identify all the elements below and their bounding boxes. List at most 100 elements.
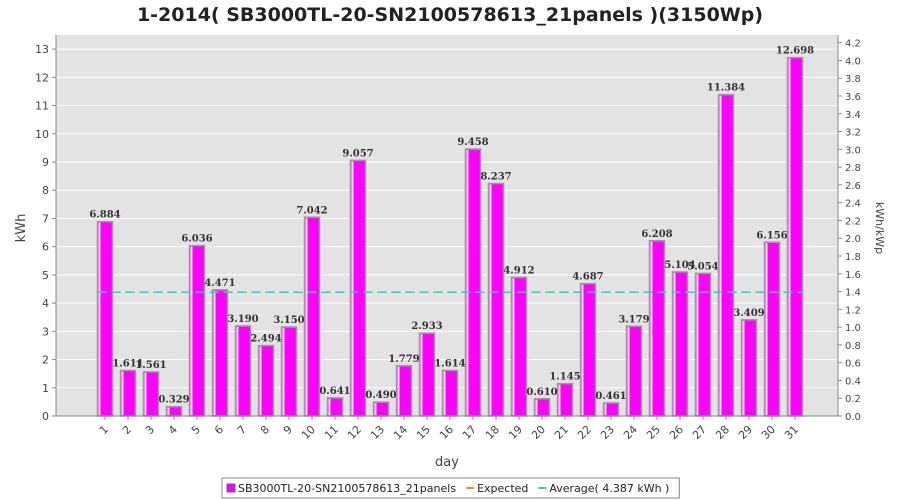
x-tick-label: 11	[322, 423, 341, 442]
bar-highlight	[558, 384, 561, 415]
bar-value-label: 6.036	[181, 234, 212, 245]
x-tick-label: 6	[212, 423, 226, 437]
bar-highlight	[213, 290, 216, 415]
bar-highlight	[236, 326, 239, 415]
bar-value-label: 0.490	[365, 390, 396, 401]
y2-tick-label: 4.2	[845, 39, 861, 50]
bar-highlight	[627, 327, 630, 415]
y-tick-label: 5	[42, 269, 49, 282]
y-tick-label: 11	[35, 100, 49, 113]
y2-tick-label: 1.0	[845, 323, 861, 334]
y-tick-label: 2	[42, 354, 49, 367]
x-tick-label: 24	[621, 423, 640, 442]
y-tick-label: 7	[42, 212, 49, 225]
bar-value-label: 3.150	[273, 315, 304, 326]
x-tick-label: 18	[483, 423, 502, 442]
y-tick-label: 0	[42, 410, 49, 423]
y2-tick-label: 0.2	[845, 394, 861, 405]
bar-value-label: 4.912	[503, 265, 534, 276]
bar-value-label: 3.190	[227, 314, 258, 325]
y2-tick-label: 3.4	[845, 110, 861, 121]
bar-highlight	[581, 284, 584, 415]
bar-highlight	[489, 184, 492, 415]
legend-item-label: Expected	[477, 482, 528, 495]
x-tick-label: 7	[235, 423, 249, 437]
y2-tick-label: 1.8	[845, 252, 861, 263]
bar-highlight	[328, 398, 331, 415]
y-tick-label: 4	[42, 297, 49, 310]
y2-tick-label: 2.4	[845, 199, 861, 210]
y-tick-label: 12	[35, 71, 49, 84]
bar-value-label: 0.329	[158, 395, 189, 406]
y2-tick-label: 0.8	[845, 341, 861, 352]
y2-tick-label: 1.4	[845, 288, 861, 299]
bar-value-label: 6.156	[756, 230, 787, 241]
x-tick-label: 14	[391, 423, 410, 442]
y2-tick-label: 3.0	[845, 145, 861, 156]
bar-highlight	[121, 371, 124, 415]
y2-tick-label: 3.2	[845, 128, 861, 139]
y-tick-label: 10	[35, 128, 49, 141]
x-tick-label: 5	[189, 423, 203, 437]
legend-frame	[221, 477, 680, 499]
bar-value-label: 2.494	[250, 334, 281, 345]
bar-highlight	[650, 241, 653, 415]
x-axis: 1 2 3 4 5 6 7 8 9 10 11 12 13 14 15 16 17 18 19 20 21 22 23 24 2…	[56, 415, 838, 442]
bar-highlight	[719, 95, 722, 415]
bar-value-label: 5.104	[664, 260, 695, 271]
bar-highlight	[420, 334, 423, 415]
bar-highlight	[167, 407, 170, 415]
bar-value-label: 4.687	[572, 272, 603, 283]
x-tick-label: 28	[713, 423, 732, 442]
legend: SB3000TL-20-SN2100578613_21panels Expecte…	[221, 477, 680, 499]
bar-value-label: 6.884	[89, 210, 120, 221]
bar-highlight	[765, 243, 768, 415]
x-axis-label: day	[435, 455, 459, 470]
x-tick-label: 23	[598, 423, 617, 442]
y-tick-label: 9	[42, 156, 49, 169]
bar-highlight	[742, 320, 745, 415]
bar-highlight	[466, 150, 469, 415]
x-tick-label: 13	[368, 423, 387, 442]
bar-value-label: 8.237	[480, 172, 511, 183]
x-tick-label: 9	[281, 423, 295, 437]
bar-highlight	[673, 272, 676, 415]
y2-tick-label: 1.6	[845, 270, 861, 281]
bar-highlight	[512, 278, 515, 415]
bar-value-label: 3.179	[618, 314, 649, 325]
bar-value-label: 3.409	[733, 308, 764, 319]
y-tick-label: 6	[42, 241, 49, 254]
x-tick-label: 8	[258, 423, 272, 437]
bar-value-label: 0.641	[319, 386, 350, 397]
y2-tick-label: 0.4	[845, 376, 861, 387]
bar-highlight	[788, 58, 791, 416]
bar-highlight	[604, 403, 607, 415]
bar-value-label: 5.054	[687, 261, 718, 272]
bar-highlight	[397, 366, 400, 415]
x-tick-label: 19	[506, 423, 525, 442]
legend-swatch	[226, 483, 236, 493]
y-tick-label: 8	[42, 184, 49, 197]
x-tick-label: 30	[759, 423, 778, 442]
x-tick-label: 10	[299, 423, 318, 442]
x-tick-label: 31	[782, 423, 801, 442]
x-tick-label: 26	[667, 423, 686, 442]
bar-value-label: 12.698	[776, 46, 814, 57]
x-tick-label: 29	[736, 423, 755, 442]
x-tick-label: 21	[552, 423, 571, 442]
bar-value-label: 4.471	[204, 278, 235, 289]
bar-highlight	[259, 346, 262, 415]
y-axis-label: kWh	[14, 214, 29, 243]
bar-value-label: 6.208	[641, 229, 672, 240]
x-tick-label: 4	[166, 423, 180, 437]
x-tick-label: 27	[690, 423, 709, 442]
x-tick-label: 25	[644, 423, 663, 442]
y2-tick-label: 0.0	[845, 412, 861, 423]
legend-item-label: SB3000TL-20-SN2100578613_21panels	[238, 482, 456, 495]
y2-tick-label: 2.2	[845, 216, 861, 227]
bars	[96, 56, 804, 417]
bar-highlight	[282, 328, 285, 415]
x-tick-label: 1	[97, 423, 111, 437]
y2-axis-label: kWh/kWp	[873, 202, 886, 254]
